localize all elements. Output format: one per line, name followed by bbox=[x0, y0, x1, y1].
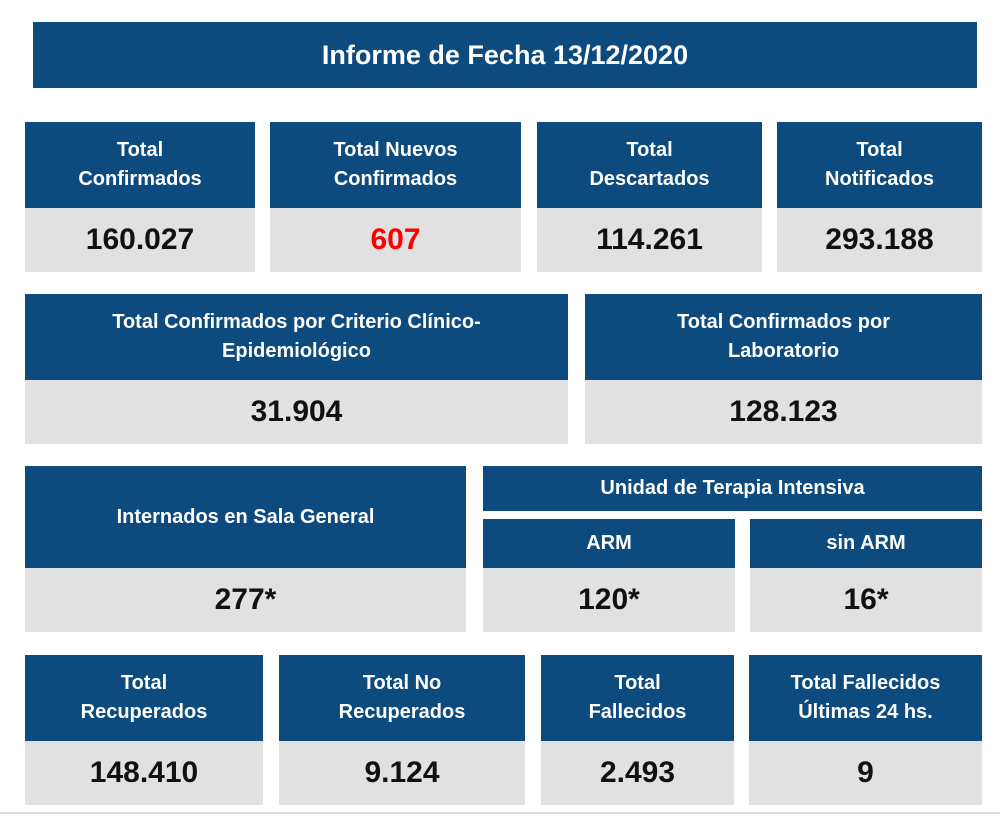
card-total-no-recuperados: Total No Recuperados 9.124 bbox=[279, 655, 525, 805]
card-label: Total No Recuperados bbox=[279, 655, 525, 741]
card-value: 277* bbox=[25, 568, 466, 632]
card-fallecidos-24hs: Total Fallecidos Últimas 24 hs. 9 bbox=[749, 655, 982, 805]
card-total-fallecidos: Total Fallecidos 2.493 bbox=[541, 655, 734, 805]
card-label: Internados en Sala General bbox=[25, 466, 466, 568]
card-label: Total Confirmados por Laboratorio bbox=[585, 294, 982, 380]
card-uti-sin-arm: sin ARM 16* bbox=[750, 519, 982, 632]
card-label: Total Notificados bbox=[777, 122, 982, 208]
card-label: ARM bbox=[483, 519, 735, 568]
card-total-notificados: Total Notificados 293.188 bbox=[777, 122, 982, 272]
card-value: 2.493 bbox=[541, 741, 734, 805]
card-value: 9.124 bbox=[279, 741, 525, 805]
uti-header: Unidad de Terapia Intensiva bbox=[483, 466, 982, 511]
bottom-divider bbox=[0, 812, 1000, 814]
card-uti-arm: ARM 120* bbox=[483, 519, 735, 632]
card-total-descartados: Total Descartados 114.261 bbox=[537, 122, 762, 272]
card-value: 114.261 bbox=[537, 208, 762, 272]
card-value: 9 bbox=[749, 741, 982, 805]
card-value: 160.027 bbox=[25, 208, 255, 272]
card-internados-sala-general: Internados en Sala General 277* bbox=[25, 466, 466, 632]
card-confirmados-criterio-clinico: Total Confirmados por Criterio Clínico- … bbox=[25, 294, 568, 444]
card-total-confirmados: Total Confirmados 160.027 bbox=[25, 122, 255, 272]
card-confirmados-laboratorio: Total Confirmados por Laboratorio 128.12… bbox=[585, 294, 982, 444]
card-label: Total Fallecidos bbox=[541, 655, 734, 741]
card-label: Total Confirmados bbox=[25, 122, 255, 208]
card-value: 16* bbox=[750, 568, 982, 632]
card-label: Total Recuperados bbox=[25, 655, 263, 741]
card-value: 120* bbox=[483, 568, 735, 632]
card-value: 293.188 bbox=[777, 208, 982, 272]
card-label: Total Confirmados por Criterio Clínico- … bbox=[25, 294, 568, 380]
card-value: 607 bbox=[270, 208, 521, 272]
card-label: Total Descartados bbox=[537, 122, 762, 208]
card-total-nuevos-confirmados: Total Nuevos Confirmados 607 bbox=[270, 122, 521, 272]
card-label: Total Nuevos Confirmados bbox=[270, 122, 521, 208]
card-label: sin ARM bbox=[750, 519, 982, 568]
card-value: 148.410 bbox=[25, 741, 263, 805]
card-label: Total Fallecidos Últimas 24 hs. bbox=[749, 655, 982, 741]
card-value: 128.123 bbox=[585, 380, 982, 444]
card-value: 31.904 bbox=[25, 380, 568, 444]
card-total-recuperados: Total Recuperados 148.410 bbox=[25, 655, 263, 805]
report-title: Informe de Fecha 13/12/2020 bbox=[33, 22, 977, 88]
